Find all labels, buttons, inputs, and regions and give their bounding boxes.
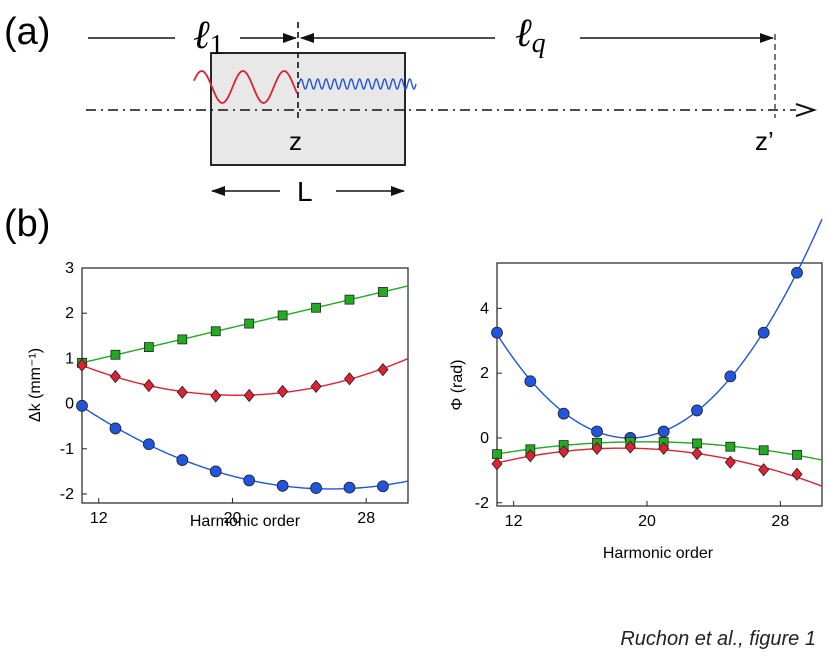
axis-arrowhead (795, 103, 818, 117)
delta-k-plot-frame (81, 267, 409, 504)
red-data-point (210, 389, 222, 403)
blue-fit-line (496, 218, 823, 439)
y-tick-label: 4 (480, 300, 489, 317)
z-label: z (289, 126, 302, 156)
y-tick-label: 0 (65, 396, 74, 413)
blue-data-point (343, 481, 356, 494)
y-tick-label: -2 (60, 486, 74, 503)
harmonic-wave (298, 78, 417, 90)
delta-k-y-label: Δk (mm⁻¹) (27, 348, 44, 422)
lq-label: ℓq (515, 10, 546, 59)
y-tick-label: -2 (475, 495, 489, 512)
red-data-point (758, 463, 770, 477)
phase-chart: -2 0 2 4 12 20 28 Harmonic order Φ (rad) (449, 218, 823, 562)
green-data-point (758, 445, 769, 456)
x-tick-label: 28 (357, 510, 375, 527)
green-data-point (110, 349, 121, 360)
green-data-point (378, 287, 388, 297)
blue-data-point (377, 480, 389, 493)
red-data-point (791, 467, 803, 481)
red-data-point (243, 388, 255, 403)
zprime-label: z’ (755, 126, 774, 156)
x-tick-label: 28 (771, 513, 789, 530)
x-tick-label: 12 (505, 513, 523, 530)
green-data-point (143, 342, 154, 352)
x-tick-label: 12 (90, 510, 108, 527)
delta-k-series (76, 285, 409, 494)
phase-x-label: Harmonic order (603, 545, 714, 562)
y-tick-label: -1 (60, 441, 74, 458)
x-tick-label: 20 (224, 510, 242, 527)
green-data-point (792, 449, 802, 460)
blue-data-point (691, 404, 703, 417)
red-data-point (109, 369, 121, 384)
panel-a: (a) ℓ1 ℓq z z’ L (4, 10, 818, 207)
blue-data-point (757, 326, 770, 339)
blue-data-point (209, 465, 222, 478)
red-data-point (377, 363, 389, 377)
red-fit-line (81, 357, 409, 396)
green-data-point (692, 438, 702, 449)
red-data-point (343, 372, 356, 386)
delta-k-y-ticks: -2 -1 0 1 2 3 (60, 260, 87, 503)
figure-credit: Ruchon et al., figure 1 (620, 628, 816, 650)
blue-data-point (176, 454, 189, 466)
green-data-point (344, 294, 355, 305)
blue-data-point (491, 326, 503, 339)
L-label: L (297, 176, 313, 207)
blue-data-point (724, 370, 737, 383)
red-data-point (624, 440, 636, 454)
y-tick-label: 2 (480, 365, 489, 382)
red-data-point (76, 358, 88, 372)
blue-data-point (557, 407, 570, 420)
y-tick-label: 2 (65, 305, 74, 322)
phase-plot-frame (496, 262, 823, 507)
x-tick-label: 20 (638, 513, 656, 530)
delta-k-x-label: Harmonic order (190, 513, 301, 530)
red-data-point (558, 444, 570, 459)
blue-data-point (310, 482, 322, 494)
panel-a-label: (a) (4, 11, 50, 53)
fundamental-wave (193, 70, 298, 104)
red-data-point (724, 455, 736, 469)
delta-k-x-ticks: 12 20 28 (90, 498, 375, 527)
blue-data-point (524, 375, 537, 388)
phase-series (491, 218, 823, 487)
blue-data-point (109, 422, 122, 435)
panel-b-label: (b) (4, 203, 50, 245)
red-data-point (310, 379, 322, 394)
red-data-point (277, 384, 289, 398)
blue-data-point (657, 425, 670, 438)
blue-data-point (276, 479, 289, 492)
phase-x-ticks: 12 20 28 (505, 501, 789, 530)
red-data-point (524, 449, 536, 463)
red-data-point (491, 457, 503, 471)
green-data-point (244, 318, 255, 329)
blue-data-point (791, 266, 803, 279)
green-data-point (725, 441, 736, 452)
medium-box (210, 52, 406, 166)
red-data-point (143, 378, 155, 393)
y-tick-label: 0 (480, 430, 489, 447)
blue-data-point (243, 474, 256, 487)
green-data-point (210, 326, 221, 337)
y-tick-label: 3 (65, 260, 74, 277)
green-data-point (177, 334, 188, 345)
l1-label: ℓ1 (193, 12, 224, 61)
green-data-point (277, 310, 288, 321)
red-fit-line (496, 447, 823, 487)
blue-data-point (142, 438, 155, 451)
blue-data-point (76, 399, 88, 412)
red-data-point (591, 441, 603, 455)
red-data-point (691, 446, 703, 461)
phase-y-label: Φ (rad) (449, 360, 466, 411)
green-data-point (311, 302, 321, 313)
red-data-point (658, 441, 670, 455)
blue-data-point (591, 425, 603, 438)
y-tick-label: 1 (65, 350, 74, 367)
phase-y-ticks: -2 0 2 4 (475, 300, 502, 512)
red-data-point (176, 385, 188, 399)
